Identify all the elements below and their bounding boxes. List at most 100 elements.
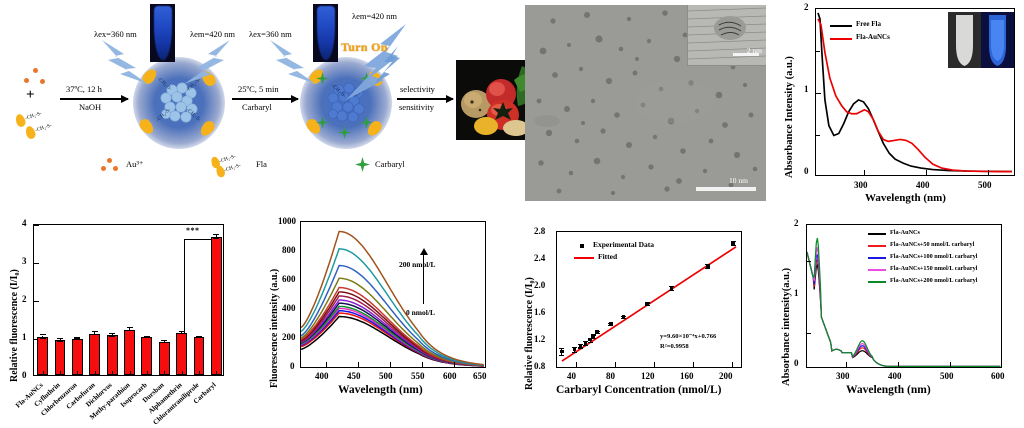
selectivity-plot-area: *** xyxy=(33,224,224,376)
emission-bolt-1 xyxy=(184,40,230,84)
uvvis-y-tick: 0 xyxy=(804,166,809,176)
uvvis-x-tick: 300 xyxy=(854,180,868,190)
uvtitration-x-tick: 300 xyxy=(836,371,850,381)
x-tick-mark xyxy=(77,371,79,375)
uvtitration-x-axis-title: Wavelength (nm) xyxy=(846,384,931,396)
significance-bracket xyxy=(184,239,212,340)
legend-label-au: Au³⁺ xyxy=(126,159,144,169)
error-bar-cap xyxy=(143,336,150,338)
y-tick-mark xyxy=(34,225,39,227)
legend-carbaryl-star-icon xyxy=(355,157,370,172)
y-tick-mark xyxy=(34,301,39,303)
uvvis-y-tick: 2 xyxy=(804,2,809,12)
spectra-y-tick: 200 xyxy=(282,332,296,342)
calibration-legend-marker xyxy=(580,244,584,248)
table-row xyxy=(89,333,101,375)
uvtitration-y-tick: 2 xyxy=(794,218,799,228)
uvtitration-legend-swatch xyxy=(868,281,886,283)
uvtitration-curve xyxy=(806,237,1001,368)
nanocluster-core-2 xyxy=(327,82,365,123)
error-bar xyxy=(129,328,131,332)
error-bar-cap xyxy=(590,338,596,340)
tem-scale-bar xyxy=(696,187,756,191)
calibration-x-tick: 80 xyxy=(606,371,615,381)
error-bar-cap xyxy=(91,330,98,333)
error-bar-cap xyxy=(594,333,600,335)
tem-scale-bar-label: 10 nm xyxy=(729,176,748,185)
concentration-arrow xyxy=(418,248,430,304)
reaction-3-condition-line2: sensitivity xyxy=(399,102,434,112)
error-bar-cap xyxy=(213,237,220,239)
uvvis-tube-inset-photo xyxy=(948,12,1014,68)
table-row xyxy=(141,337,153,375)
fla-ligand-label: -CH₂-S- xyxy=(24,110,43,122)
x-tick-mark xyxy=(485,362,487,367)
error-bar xyxy=(646,302,648,306)
spectra-panel: Fluorescence intensity (a.u.) 1000 800 6… xyxy=(256,210,512,428)
au-ion-dot xyxy=(24,78,29,83)
plus-sign: + xyxy=(26,87,35,103)
x-tick-mark xyxy=(846,362,848,367)
error-bar-cap xyxy=(572,352,578,354)
uvtitration-y-axis-title: Absorbance intensity(a.u.) xyxy=(781,267,792,386)
uvtitration-plot-area xyxy=(806,224,1003,368)
x-tick-mark xyxy=(576,362,578,367)
uvtitration-legend-swatch xyxy=(868,269,886,271)
calibration-x-tick: 40 xyxy=(567,371,576,381)
uvvis-y-tick: 1 xyxy=(804,84,809,94)
legend-fla-sub2: -CH₂-S- xyxy=(223,162,242,174)
error-bar-cap xyxy=(705,263,711,266)
error-bar xyxy=(42,335,44,339)
reaction-arrow-2 xyxy=(232,94,299,103)
x-tick-mark xyxy=(1001,362,1003,367)
calibration-y-tick: 0.8 xyxy=(534,361,546,371)
tem-nanoparticles xyxy=(525,5,766,201)
calibration-y-tick: 2.4 xyxy=(534,253,546,263)
spectra-x-tick: 450 xyxy=(347,371,361,381)
y-tick-mark xyxy=(807,261,811,263)
selectivity-y-tick: 2 xyxy=(22,294,27,304)
spectra-x-tick: 600 xyxy=(443,371,457,381)
x-tick-mark xyxy=(390,362,392,367)
calibration-y-tick: 2.0 xyxy=(534,280,546,290)
spectra-x-tick: 500 xyxy=(379,371,393,381)
reaction-2-condition-line2: Carbaryl xyxy=(242,102,272,112)
reaction-scheme-panel: + -CH₂-S- -CH₂-S- 37ºC, 12 h NaOH -CH₂-S… xyxy=(0,0,542,214)
uvtitration-x-tick: 500 xyxy=(940,371,954,381)
error-bar xyxy=(561,348,563,355)
tem-image-panel: 2 nm 10 nm xyxy=(525,5,766,201)
legend-au-dot xyxy=(101,166,106,171)
calibration-y-tick: 2.8 xyxy=(534,226,546,236)
legend-fla-sub1: -CH₂-S- xyxy=(218,153,237,165)
error-bar-cap xyxy=(730,241,736,243)
x-tick-mark xyxy=(146,371,148,375)
reaction-3-condition-line1: selectivity xyxy=(400,84,435,94)
x-tick-mark xyxy=(654,362,656,367)
error-bar-cap xyxy=(109,333,116,335)
spectra-y-tick: 800 xyxy=(282,245,296,255)
error-bar-cap xyxy=(91,334,98,336)
error-bar-cap xyxy=(644,305,650,307)
calibration-panel: Relative fluorescence (I/I₀) 2.8 2.4 2.0… xyxy=(512,210,768,428)
error-bar-cap xyxy=(582,340,588,343)
carbaryl-star-icon xyxy=(316,116,329,129)
calibration-r-squared: R²=0.9958 xyxy=(660,343,689,350)
emission-label-2: λem=420 nm xyxy=(352,11,398,21)
spectra-y-axis-title: Fluorescence intensity (a.u.) xyxy=(269,268,280,388)
spectra-curve xyxy=(300,264,484,366)
error-bar xyxy=(592,334,594,339)
error-bar-cap xyxy=(143,335,150,337)
selectivity-y-axis-title: Relative fluorescence (I/I₀) xyxy=(9,269,20,382)
error-bar-cap xyxy=(178,332,185,334)
error-bar-cap xyxy=(577,343,583,345)
uvvis-legend-swatch-free-fla xyxy=(830,25,852,27)
uvvis-x-tick xyxy=(864,170,866,175)
x-tick-mark xyxy=(422,362,424,367)
selectivity-y-tick: 4 xyxy=(22,218,27,228)
spectra-plot-area xyxy=(300,221,487,368)
error-bar-cap xyxy=(594,330,600,332)
legend-label-carbaryl: Carbaryl xyxy=(375,159,405,169)
table-row xyxy=(193,337,205,375)
calibration-x-tick: 200 xyxy=(719,371,733,381)
excitation-bolt-1 xyxy=(102,40,148,84)
